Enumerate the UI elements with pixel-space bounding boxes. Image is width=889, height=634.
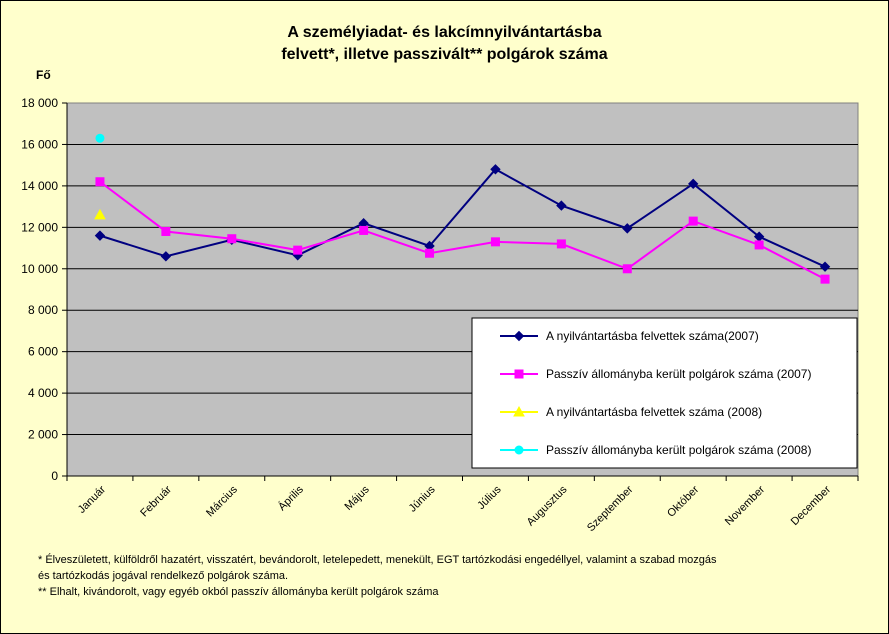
y-tick-label: 8 000 [28, 303, 58, 317]
series-line [99, 168, 826, 268]
data-point [622, 223, 633, 234]
x-tick-label: Május [343, 483, 373, 513]
chart-title: A személyiadat- és lakcímnyilvántartásba… [0, 22, 889, 66]
x-tick-label: Szeptember [585, 483, 636, 534]
data-point [622, 264, 632, 274]
x-tick-label: Augusztus [525, 483, 570, 528]
legend-item: Passzív állományba került polgárok száma… [500, 443, 811, 457]
footnotes: * Élveszületett, külföldről hazatért, vi… [38, 552, 858, 600]
y-tick-label: 16 000 [21, 137, 58, 151]
legend-box [471, 317, 858, 469]
data-point [754, 240, 764, 250]
chart-title-line-2: felvett*, illetve passzivált** polgárok … [281, 46, 608, 63]
legend-label: Passzív állományba került polgárok száma… [546, 443, 811, 457]
footnote-3: ** Elhalt, kivándorolt, vagy egyéb okból… [38, 586, 439, 598]
data-point [513, 405, 525, 417]
data-point [293, 245, 303, 255]
legend-item: Passzív állományba került polgárok száma… [500, 367, 811, 381]
y-tick-label: 4 000 [28, 386, 58, 400]
series-2 [95, 177, 830, 284]
data-point [95, 177, 105, 187]
data-point [161, 226, 171, 236]
y-tick-label: 6 000 [28, 345, 58, 359]
data-point [556, 200, 567, 211]
data-point [513, 330, 525, 342]
series-layer [94, 133, 831, 284]
x-tick-labels: Január Február Március Április Május Június Jú… [76, 483, 834, 534]
y-tick-label: 14 000 [21, 179, 58, 193]
axes [62, 102, 859, 481]
legend-label: Passzív állományba került polgárok száma… [546, 367, 811, 381]
data-point [556, 239, 566, 249]
footnote-2: és tartózkodás jogával rendelkező polgár… [38, 570, 289, 582]
x-tick-label: Október [665, 483, 701, 519]
x-tick-label: Július [475, 483, 504, 512]
data-point [359, 225, 369, 235]
data-point [490, 237, 500, 247]
legend-label: A nyilvántartásba felvettek száma(2007) [546, 329, 759, 343]
data-point [688, 216, 698, 226]
y-tick-label: 0 [51, 469, 58, 483]
y-tick-label: 10 000 [21, 262, 58, 276]
series-line [99, 180, 826, 281]
data-point [514, 369, 524, 379]
data-point [688, 178, 699, 190]
x-tick-label: Április [275, 483, 306, 514]
data-point [227, 234, 237, 244]
y-tick-labels: 0 2 000 4 000 6 000 8 000 10 000 12 000 14 000 1… [21, 96, 58, 483]
x-tick-label: Február [138, 483, 174, 519]
data-point [425, 248, 435, 258]
data-point [514, 445, 524, 455]
legend-item: A nyilvántartásba felvettek száma (2008) [500, 405, 762, 419]
y-tick-label: 2 000 [28, 428, 58, 442]
legend-label: A nyilvántartásba felvettek száma (2008) [546, 405, 762, 419]
x-tick-label: November [723, 483, 768, 528]
data-point [819, 261, 831, 272]
data-point [94, 208, 106, 220]
data-point [820, 274, 830, 284]
x-tick-label: Június [407, 483, 438, 514]
data-point [160, 251, 172, 262]
y-tick-label: 18 000 [21, 96, 58, 110]
series-3 [94, 208, 106, 220]
chart-title-line-1: A személyiadat- és lakcímnyilvántartásba [287, 24, 602, 41]
data-point [490, 164, 501, 175]
legend: A nyilvántartásba felvettek száma(2007) P… [471, 317, 858, 469]
y-axis-label: Fő [36, 68, 51, 82]
x-tick-label: December [789, 483, 834, 528]
series-4 [95, 133, 105, 143]
data-point [94, 230, 106, 241]
x-tick-label: Január [76, 483, 109, 516]
y-tick-label: 12 000 [21, 220, 58, 234]
legend-item: A nyilvántartásba felvettek száma(2007) [500, 329, 759, 343]
data-point [95, 133, 105, 143]
footnote-1: * Élveszületett, külföldről hazatért, vi… [38, 554, 717, 566]
x-tick-label: Március [204, 483, 240, 519]
